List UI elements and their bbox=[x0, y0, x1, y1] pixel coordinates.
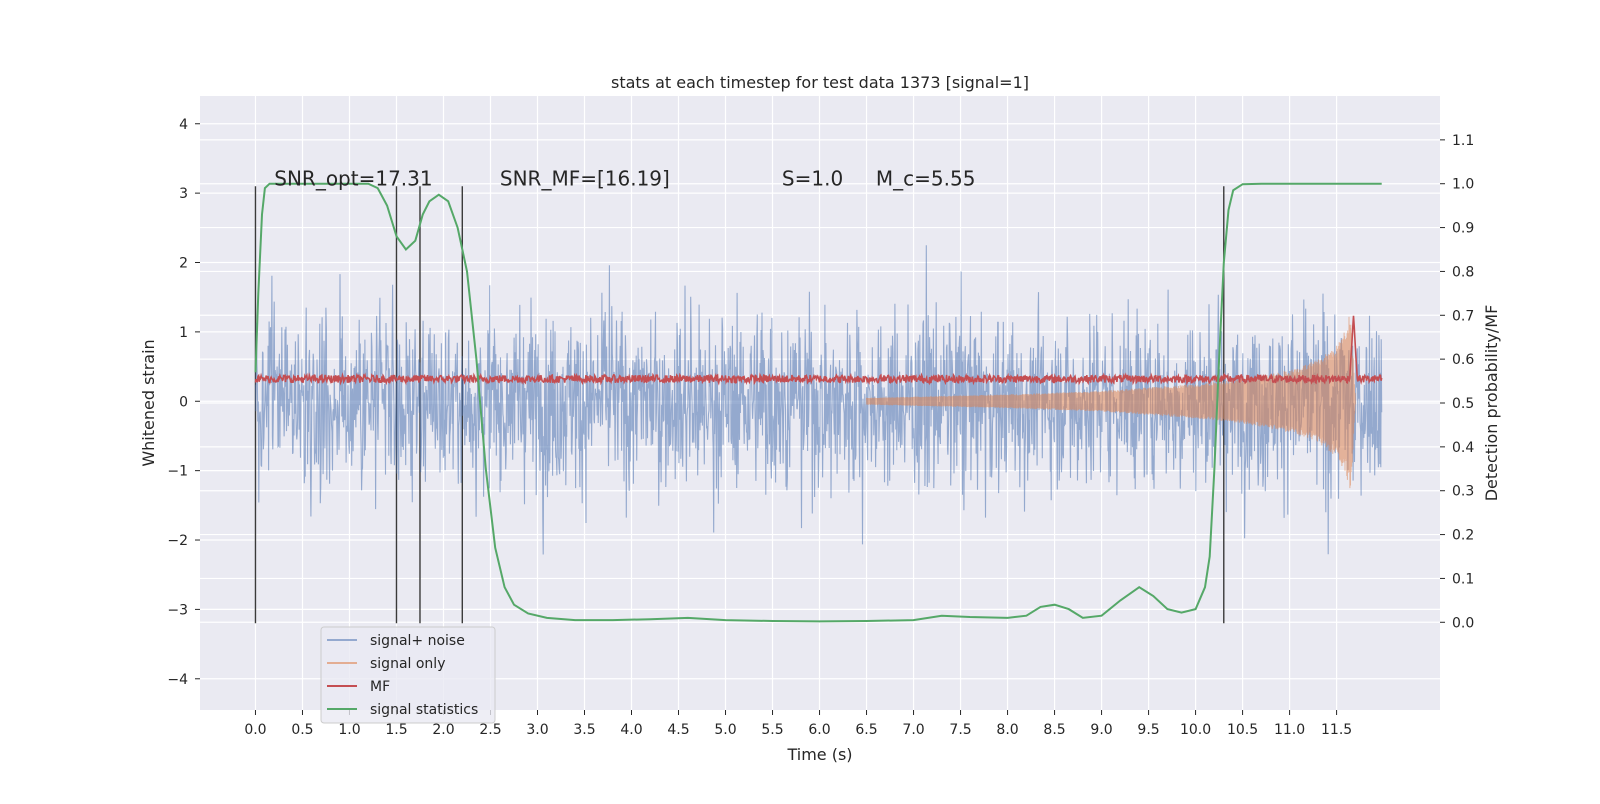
y-left-ticks: −4 −3 −2 −1 0 1 2 3 4 bbox=[167, 117, 200, 688]
series-layer bbox=[254, 182, 1383, 623]
x-tick-label: 3.0 bbox=[526, 722, 548, 738]
y-left-tick-label: 4 bbox=[179, 117, 188, 133]
x-tick-label: 7.0 bbox=[902, 722, 924, 738]
y-right-tick-label: 0.9 bbox=[1452, 221, 1474, 237]
chart-title: stats at each timestep for test data 137… bbox=[611, 73, 1029, 92]
x-tick-label: 1.5 bbox=[385, 722, 407, 738]
x-tick-label: 2.5 bbox=[479, 722, 501, 738]
x-tick-label: 2.0 bbox=[432, 722, 454, 738]
y-left-tick-label: −1 bbox=[167, 464, 188, 480]
legend-label-signal-statistics: signal statistics bbox=[370, 702, 478, 718]
x-tick-label: 8.5 bbox=[1043, 722, 1065, 738]
y-right-tick-label: 0.2 bbox=[1452, 528, 1474, 544]
y-right-tick-label: 0.8 bbox=[1452, 264, 1474, 280]
y-left-tick-label: 3 bbox=[179, 186, 188, 202]
annotation-text: SNR_MF=[16.19] bbox=[500, 166, 670, 190]
y-right-tick-label: 0.0 bbox=[1452, 615, 1474, 631]
y-right-ticks: 0.0 0.1 0.2 0.3 0.4 0.5 0.6 0.7 0.8 0.9 1.0 1.1 bbox=[1440, 133, 1474, 631]
annotation-text: S=1.0 bbox=[782, 166, 843, 190]
y-right-tick-label: 0.5 bbox=[1452, 396, 1474, 412]
x-tick-label: 7.5 bbox=[949, 722, 971, 738]
series-mf bbox=[254, 315, 1383, 386]
x-tick-label: 11.0 bbox=[1274, 722, 1305, 738]
x-ticks: 0.0 0.5 1.0 1.5 2.0 2.5 3.0 3.5 4.0 4.5 5.0 5.5 6.0 6… bbox=[244, 710, 1352, 738]
y-right-tick-label: 0.7 bbox=[1452, 308, 1474, 324]
y-left-tick-label: 1 bbox=[179, 325, 188, 341]
x-tick-label: 3.5 bbox=[573, 722, 595, 738]
x-tick-label: 6.0 bbox=[808, 722, 830, 738]
legend: signal+ noise signal only MF signal stat… bbox=[320, 626, 496, 724]
x-tick-label: 5.5 bbox=[761, 722, 783, 738]
annotations: SNR_opt=17.31 SNR_MF=[16.19] S=1.0 M_c=5.55 bbox=[274, 166, 975, 190]
x-tick-label: 10.5 bbox=[1227, 722, 1258, 738]
series-signal-statistics bbox=[254, 182, 1382, 623]
x-tick-label: 6.5 bbox=[855, 722, 877, 738]
x-tick-label: 11.5 bbox=[1321, 722, 1352, 738]
annotation-text: SNR_opt=17.31 bbox=[274, 166, 432, 190]
y-right-tick-label: 1.0 bbox=[1452, 177, 1474, 193]
y-right-tick-label: 0.6 bbox=[1452, 352, 1474, 368]
annotation-text: M_c=5.55 bbox=[876, 166, 976, 190]
y-right-tick-label: 0.4 bbox=[1452, 440, 1474, 456]
y-left-tick-label: −4 bbox=[167, 672, 188, 688]
x-tick-label: 0.0 bbox=[244, 722, 266, 738]
y-right-tick-label: 0.1 bbox=[1452, 571, 1474, 587]
x-tick-label: 8.0 bbox=[996, 722, 1018, 738]
legend-label-signal-only: signal only bbox=[370, 656, 445, 672]
y-right-axis-label: Detection probability/MF bbox=[1482, 305, 1501, 502]
series-signal-noise bbox=[254, 245, 1383, 555]
y-left-tick-label: −3 bbox=[167, 602, 188, 618]
series-signal-only bbox=[866, 316, 1356, 489]
y-right-tick-label: 0.3 bbox=[1452, 484, 1474, 500]
x-tick-label: 0.5 bbox=[291, 722, 313, 738]
y-left-tick-label: −2 bbox=[167, 533, 188, 549]
legend-label-mf: MF bbox=[370, 679, 390, 695]
x-axis-label: Time (s) bbox=[786, 745, 852, 764]
y-left-tick-label: 2 bbox=[179, 256, 188, 272]
x-tick-label: 4.0 bbox=[620, 722, 642, 738]
y-left-tick-label: 0 bbox=[179, 394, 188, 410]
x-tick-label: 4.5 bbox=[667, 722, 689, 738]
y-left-axis-label: Whitened strain bbox=[139, 339, 158, 466]
legend-box bbox=[320, 626, 496, 724]
x-tick-label: 10.0 bbox=[1180, 722, 1211, 738]
x-tick-label: 9.0 bbox=[1090, 722, 1112, 738]
x-tick-label: 1.0 bbox=[338, 722, 360, 738]
x-tick-label: 5.0 bbox=[714, 722, 736, 738]
x-tick-label: 9.5 bbox=[1137, 722, 1159, 738]
legend-label-signal-noise: signal+ noise bbox=[370, 633, 465, 649]
y-right-tick-label: 1.1 bbox=[1452, 133, 1474, 149]
